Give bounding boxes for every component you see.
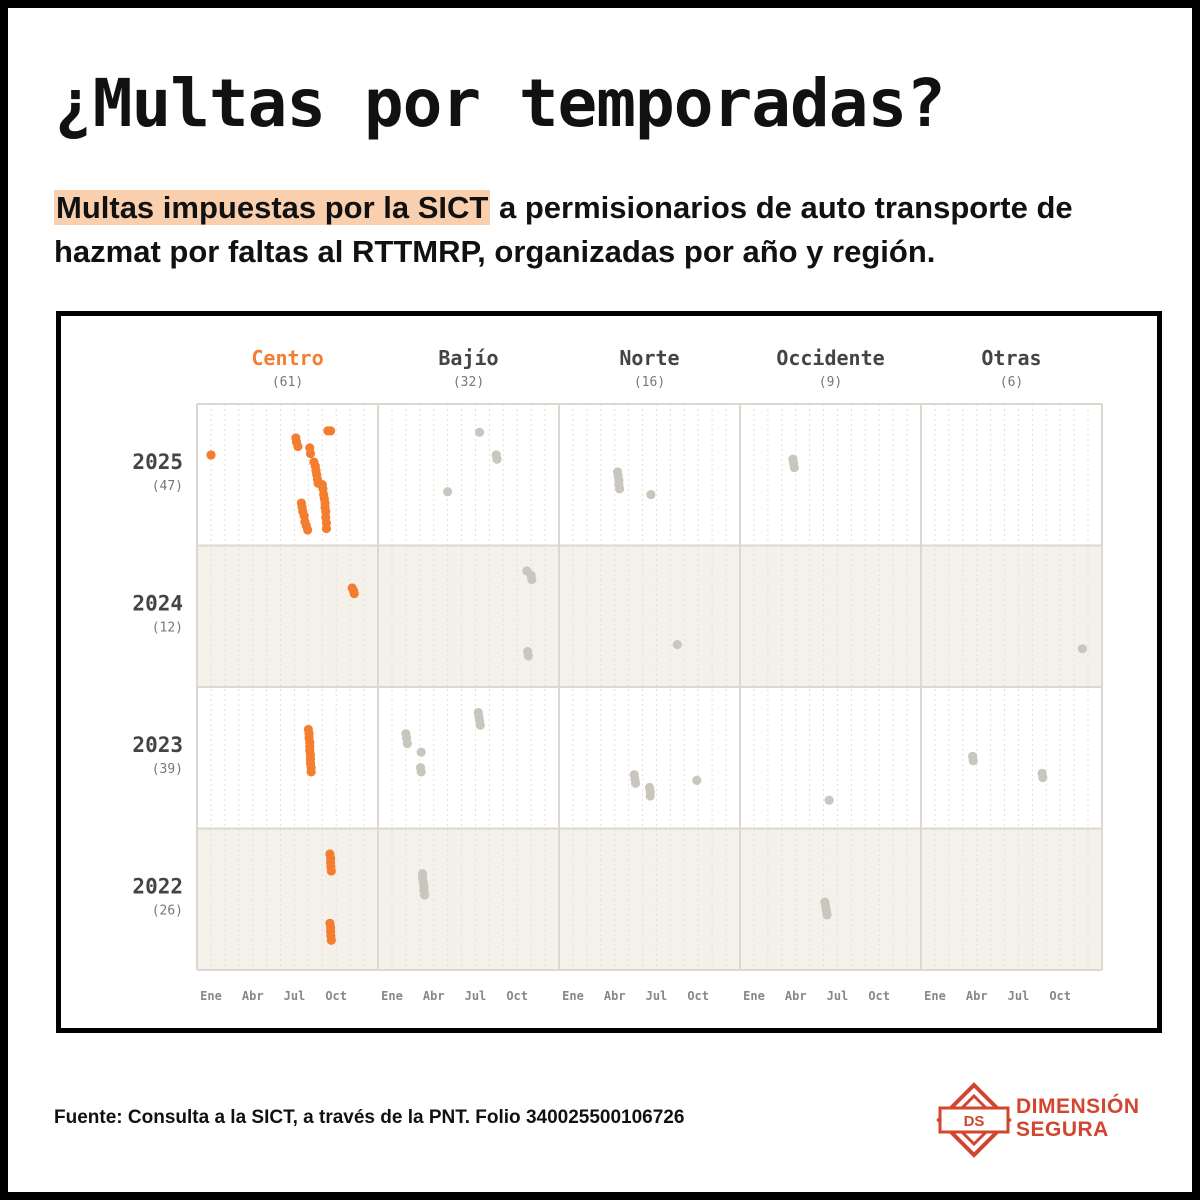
logo-diamond-icon: DS bbox=[936, 1082, 1012, 1158]
year-band-2022 bbox=[197, 828, 1102, 970]
data-point bbox=[305, 448, 316, 459]
data-point bbox=[1038, 772, 1048, 783]
region-header-occidente: Occidente bbox=[776, 346, 884, 370]
x-tick-label: Abr bbox=[423, 989, 445, 1003]
data-point bbox=[443, 487, 453, 497]
region-count: (16) bbox=[634, 375, 665, 390]
data-point bbox=[303, 525, 313, 535]
x-tick-label: Abr bbox=[966, 989, 988, 1003]
x-tick-label: Oct bbox=[1049, 989, 1071, 1003]
x-tick-label: Jul bbox=[465, 989, 487, 1003]
x-tick-label: Ene bbox=[200, 989, 222, 1003]
data-point bbox=[968, 755, 978, 766]
data-point bbox=[293, 441, 303, 452]
region-header-bajío: Bajío bbox=[438, 346, 498, 370]
dimension-segura-logo: DS DIMENSIÓN SEGURA bbox=[936, 1082, 1176, 1162]
data-point bbox=[475, 720, 485, 730]
year-count: (47) bbox=[152, 479, 183, 494]
data-point bbox=[672, 639, 682, 650]
x-tick-label: Oct bbox=[868, 989, 890, 1003]
x-tick-label: Abr bbox=[604, 989, 626, 1003]
data-point bbox=[416, 747, 426, 757]
year-count: (12) bbox=[152, 620, 183, 635]
x-tick-label: Ene bbox=[924, 989, 946, 1003]
region-header-norte: Norte bbox=[619, 346, 679, 370]
logo-line-1: DIMENSIÓN bbox=[1016, 1095, 1140, 1118]
data-point bbox=[614, 484, 625, 494]
data-point bbox=[630, 778, 641, 788]
x-tick-label: Ene bbox=[562, 989, 584, 1003]
data-point bbox=[349, 589, 359, 599]
page-title: ¿Multas por temporadas? bbox=[54, 65, 946, 142]
region-count: (9) bbox=[819, 375, 842, 390]
data-point bbox=[1077, 644, 1088, 654]
chart-container: Centro (61) Bajío (32) Norte (16) Occidente (9)… bbox=[56, 311, 1162, 1033]
data-point bbox=[326, 866, 336, 876]
year-label-2023: 2023 bbox=[132, 733, 183, 757]
region-count: (32) bbox=[453, 375, 484, 390]
x-tick-label: Oct bbox=[687, 989, 709, 1003]
data-point bbox=[420, 890, 430, 900]
data-point bbox=[527, 574, 537, 585]
x-tick-label: Jul bbox=[827, 989, 849, 1003]
x-tick-label: Jul bbox=[646, 989, 668, 1003]
data-point bbox=[402, 739, 412, 749]
fines-small-multiples-chart: Centro (61) Bajío (32) Norte (16) Occidente (9)… bbox=[132, 346, 1103, 1003]
data-point bbox=[206, 450, 216, 460]
subtitle: Multas impuestas por la SICT a permision… bbox=[54, 186, 1174, 274]
data-point bbox=[789, 463, 799, 473]
data-point bbox=[692, 775, 702, 785]
data-point bbox=[306, 767, 316, 777]
subtitle-rest: a permisionarios de auto transporte de h… bbox=[54, 190, 1073, 269]
data-point bbox=[822, 910, 832, 920]
year-label-2022: 2022 bbox=[132, 874, 183, 898]
year-band-2024 bbox=[197, 545, 1102, 687]
logo-line-2: SEGURA bbox=[1016, 1118, 1109, 1141]
region-count: (61) bbox=[272, 375, 303, 390]
region-count: (6) bbox=[1000, 375, 1023, 390]
data-point bbox=[523, 651, 533, 661]
logo-mark-text: DS bbox=[964, 1113, 985, 1130]
x-tick-label: Abr bbox=[785, 989, 807, 1003]
subtitle-highlight: Multas impuestas por la SICT bbox=[54, 190, 491, 225]
data-point bbox=[326, 426, 336, 436]
year-label-2024: 2024 bbox=[132, 591, 183, 615]
data-point bbox=[824, 795, 834, 805]
year-count: (39) bbox=[152, 762, 183, 777]
x-tick-label: Oct bbox=[325, 989, 347, 1003]
logo-wordmark: DIMENSIÓN SEGURA bbox=[1016, 1095, 1140, 1141]
data-point bbox=[321, 523, 332, 534]
data-point bbox=[326, 935, 336, 945]
x-tick-label: Jul bbox=[284, 989, 306, 1003]
data-point bbox=[475, 427, 485, 437]
x-tick-label: Oct bbox=[506, 989, 528, 1003]
year-label-2025: 2025 bbox=[132, 450, 183, 474]
data-point bbox=[646, 489, 656, 500]
year-count: (26) bbox=[152, 903, 183, 918]
x-tick-label: Jul bbox=[1008, 989, 1030, 1003]
x-tick-label: Ene bbox=[743, 989, 765, 1003]
data-point bbox=[416, 767, 426, 777]
region-header-otras: Otras bbox=[981, 346, 1041, 370]
x-tick-label: Ene bbox=[381, 989, 403, 1003]
data-point bbox=[645, 791, 655, 801]
data-point bbox=[492, 454, 502, 464]
source-note: Fuente: Consulta a la SICT, a través de … bbox=[54, 1107, 685, 1128]
x-tick-label: Abr bbox=[242, 989, 264, 1003]
region-header-centro: Centro bbox=[251, 346, 323, 370]
